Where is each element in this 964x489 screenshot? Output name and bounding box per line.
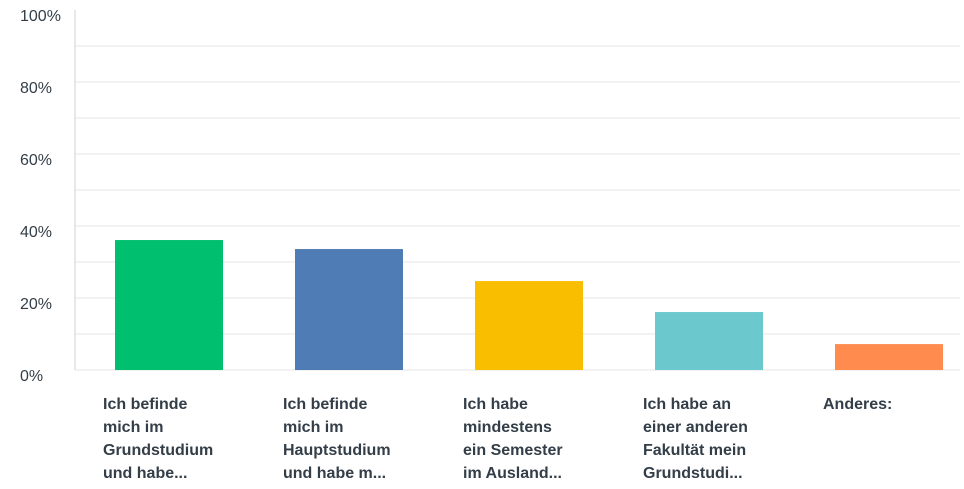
x-tick-label: Ich befinde mich im Hauptstudium und hab… — [283, 396, 391, 482]
bar — [835, 344, 943, 370]
y-tick-label: 40% — [20, 224, 52, 241]
y-tick-label: 60% — [20, 152, 52, 169]
bar — [475, 281, 583, 370]
x-tick-label: Anderes: — [823, 396, 893, 413]
y-tick-label: 0% — [20, 368, 43, 385]
x-tick-label: Ich befinde mich im Grundstudium und hab… — [103, 396, 214, 482]
bar — [295, 249, 403, 370]
x-tick-label: Ich habe an einer anderen Fakultät mein … — [643, 396, 748, 482]
bar — [655, 312, 763, 370]
y-tick-label: 100% — [20, 8, 61, 25]
bar — [115, 240, 223, 370]
y-tick-label: 20% — [20, 296, 52, 313]
x-tick-label: Ich habe mindestens ein Semester im Ausl… — [463, 396, 563, 482]
y-tick-label: 80% — [20, 80, 52, 97]
